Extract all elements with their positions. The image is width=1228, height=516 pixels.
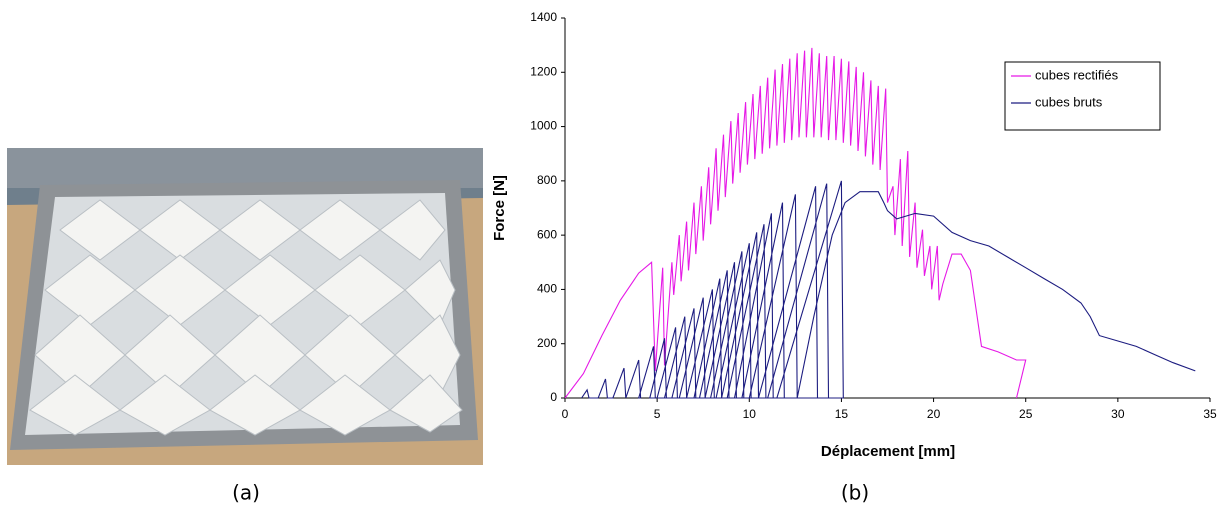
y-tick-label: 0	[550, 390, 557, 404]
photo	[7, 148, 483, 465]
x-tick-label: 30	[1111, 407, 1125, 421]
legend-label: cubes bruts	[1035, 94, 1103, 109]
series-line	[581, 180, 1196, 399]
y-tick-label: 200	[537, 336, 557, 350]
x-tick-label: 10	[743, 407, 757, 421]
y-axis-title: Force [N]	[491, 175, 508, 241]
caption: (b)	[841, 481, 869, 505]
x-tick-label: 35	[1203, 407, 1217, 421]
x-tick-label: 15	[835, 407, 849, 421]
x-tick-label: 0	[562, 407, 569, 421]
y-tick-label: 1400	[530, 10, 557, 24]
legend-label: cubes rectifiés	[1035, 67, 1119, 82]
series-line	[564, 47, 1027, 399]
y-tick-label: 1000	[530, 119, 557, 133]
legend-box	[1004, 61, 1161, 131]
y-tick-label: 600	[537, 227, 557, 241]
y-tick-label: 400	[537, 282, 557, 296]
x-tick-label: 5	[654, 407, 661, 421]
x-tick-label: 20	[927, 407, 941, 421]
y-tick-label: 800	[537, 173, 557, 187]
y-tick-label: 1200	[530, 64, 557, 78]
x-tick-label: 25	[1019, 407, 1033, 421]
caption: (a)	[232, 481, 260, 505]
x-axis-title: Déplacement [mm]	[821, 443, 955, 460]
